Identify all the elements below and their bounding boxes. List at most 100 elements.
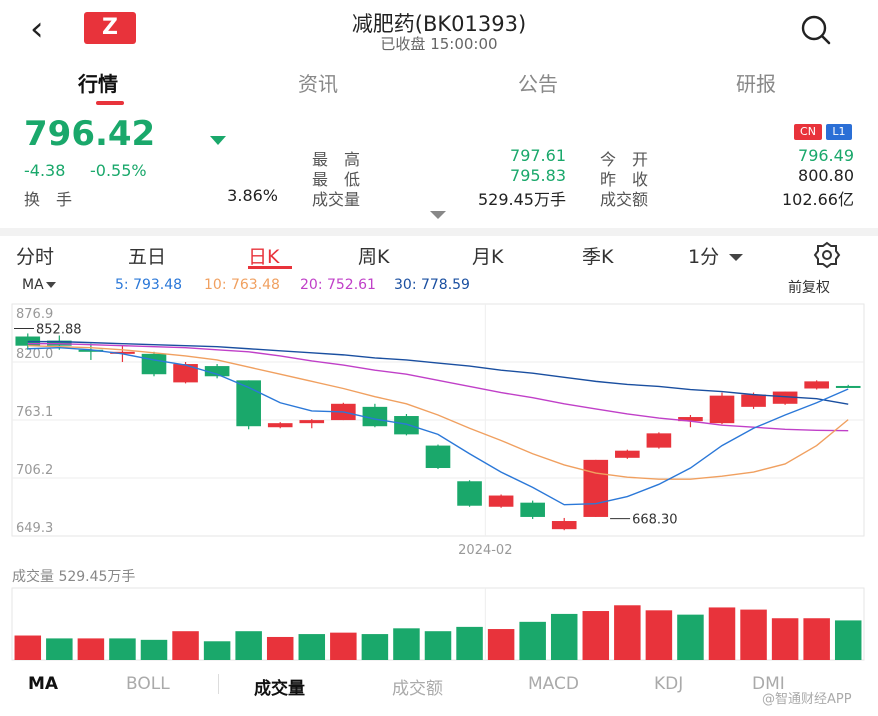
kline-chart: 876.9 820.0 763.1 706.2 649.3 2024-02 852.88 66… bbox=[11, 303, 865, 661]
indicator-ma[interactable]: MA bbox=[28, 674, 59, 694]
ma10-legend: 10: 763.48 bbox=[204, 277, 280, 293]
search-icon[interactable] bbox=[796, 14, 836, 46]
volume-bar bbox=[361, 634, 389, 660]
tab-quote[interactable]: 行情 bbox=[78, 72, 118, 96]
tab-news[interactable]: 资讯 bbox=[298, 72, 338, 96]
period-minute-dropdown[interactable]: 1分 bbox=[688, 242, 744, 269]
tab-separator bbox=[218, 674, 219, 694]
main-tabs: 行情 资讯 公告 研报 bbox=[0, 64, 878, 108]
indicator-dmi[interactable]: DMI bbox=[752, 674, 785, 694]
candle-body bbox=[709, 395, 735, 424]
candle-body bbox=[551, 521, 577, 530]
volume-bar bbox=[172, 631, 199, 660]
amount-label: 成交额 bbox=[600, 190, 649, 209]
y-tick-label: 876.9 bbox=[16, 307, 53, 322]
candle-body bbox=[520, 502, 545, 517]
period-weekly[interactable]: 周K bbox=[358, 246, 390, 268]
candle-body bbox=[299, 420, 325, 424]
volume-bar bbox=[487, 629, 515, 660]
candle-body bbox=[394, 416, 419, 435]
period-daily[interactable]: 日K bbox=[248, 246, 280, 268]
volume-bar bbox=[740, 609, 767, 660]
indicator-volume[interactable]: 成交量 bbox=[254, 679, 305, 699]
volume-bar bbox=[203, 641, 231, 660]
candle-body bbox=[615, 450, 640, 458]
indicator-macd[interactable]: MACD bbox=[528, 674, 579, 694]
candle-body bbox=[362, 406, 388, 427]
candle-body bbox=[15, 336, 41, 346]
x-tick-label: 2024-02 bbox=[458, 543, 512, 558]
period-5day[interactable]: 五日 bbox=[128, 246, 167, 268]
chevron-left-icon[interactable]: ‹ bbox=[30, 9, 44, 49]
tab-research[interactable]: 研报 bbox=[736, 72, 776, 96]
volume-bar bbox=[424, 631, 452, 660]
prev-close-label: 昨 收 bbox=[600, 170, 649, 189]
market-status: 已收盘 15:00:00 bbox=[380, 35, 498, 53]
indicator-amount[interactable]: 成交额 bbox=[392, 679, 443, 699]
candle-body bbox=[646, 433, 672, 448]
volume-bar bbox=[46, 638, 73, 660]
ma5-legend: 5: 793.48 bbox=[115, 277, 183, 293]
volume-title: 成交量 529.45万手 bbox=[12, 569, 136, 585]
ma10-line bbox=[27, 344, 849, 480]
candle-body bbox=[204, 366, 230, 377]
y-tick-label: 820.0 bbox=[16, 347, 53, 362]
volume-bar bbox=[109, 638, 136, 660]
level-badge: L1 bbox=[826, 124, 852, 140]
volume-bar bbox=[645, 610, 673, 660]
candle-body bbox=[425, 445, 451, 469]
candle-body bbox=[583, 459, 609, 517]
candle-body bbox=[173, 364, 198, 383]
ma-toggle[interactable]: MA bbox=[22, 277, 56, 293]
volume-bar bbox=[298, 634, 326, 660]
volume-bar bbox=[393, 628, 420, 660]
tab-announcements[interactable]: 公告 bbox=[518, 72, 558, 96]
candle-body bbox=[835, 385, 861, 388]
kline-chart-area[interactable]: 876.9 820.0 763.1 706.2 649.3 2024-02 852.88 66… bbox=[0, 296, 878, 676]
active-tab-indicator bbox=[96, 101, 124, 105]
low-label: 最 低 bbox=[312, 170, 361, 189]
min-marker-label: 668.30 bbox=[632, 513, 678, 528]
candle-body bbox=[78, 349, 104, 352]
max-marker-label: 852.88 bbox=[36, 322, 82, 337]
app-logo[interactable]: Z bbox=[84, 12, 136, 44]
y-tick-label: 763.1 bbox=[16, 405, 53, 420]
volume-bar bbox=[235, 631, 262, 660]
ma-legend: MA 5: 793.48 10: 763.48 20: 752.61 30: 7… bbox=[0, 276, 878, 296]
period-minute-label: 1分 bbox=[688, 246, 720, 268]
volume-bar bbox=[456, 626, 483, 660]
open-value: 796.49 bbox=[798, 146, 854, 165]
ma-toggle-label: MA bbox=[22, 277, 44, 293]
candle-body bbox=[488, 495, 514, 507]
gear-icon[interactable] bbox=[812, 240, 842, 270]
volume-value: 529.45万手 bbox=[478, 190, 566, 209]
period-monthly[interactable]: 月K bbox=[472, 246, 504, 268]
period-quarterly[interactable]: 季K bbox=[582, 246, 614, 268]
candle-body bbox=[457, 481, 482, 506]
adjust-mode[interactable]: 前复权 bbox=[788, 280, 830, 296]
volume-bar bbox=[519, 621, 546, 660]
top-bar: 减肥药(BK01393) 已收盘 15:00:00 ‹ Z bbox=[0, 0, 878, 64]
volume-label: 成交量 bbox=[312, 190, 361, 209]
candle-body bbox=[267, 423, 293, 428]
indicator-kdj[interactable]: KDJ bbox=[654, 674, 684, 694]
volume-bar bbox=[330, 632, 357, 660]
period-intraday[interactable]: 分时 bbox=[16, 246, 55, 268]
active-period-indicator bbox=[248, 266, 292, 269]
amount-value: 102.66亿 bbox=[782, 190, 854, 209]
chevron-down-icon bbox=[729, 254, 744, 261]
volume-bar bbox=[266, 636, 294, 660]
y-tick-label: 649.3 bbox=[16, 521, 53, 536]
period-selector: 分时 五日 日K 周K 月K 季K 1分 bbox=[0, 236, 878, 272]
volume-bar bbox=[140, 639, 168, 660]
price-change-pct: -0.55% bbox=[90, 161, 147, 180]
down-arrow-icon bbox=[210, 136, 226, 145]
volume-bar bbox=[77, 638, 105, 660]
expand-down-icon[interactable] bbox=[430, 211, 446, 219]
indicator-boll[interactable]: BOLL bbox=[126, 674, 170, 694]
y-tick-label: 706.2 bbox=[16, 463, 53, 478]
watermark: @智通财经APP bbox=[762, 692, 852, 707]
ma5-line bbox=[27, 347, 849, 506]
page-title: 减肥药(BK01393) bbox=[351, 12, 527, 36]
price-change: -4.38 bbox=[24, 161, 66, 180]
